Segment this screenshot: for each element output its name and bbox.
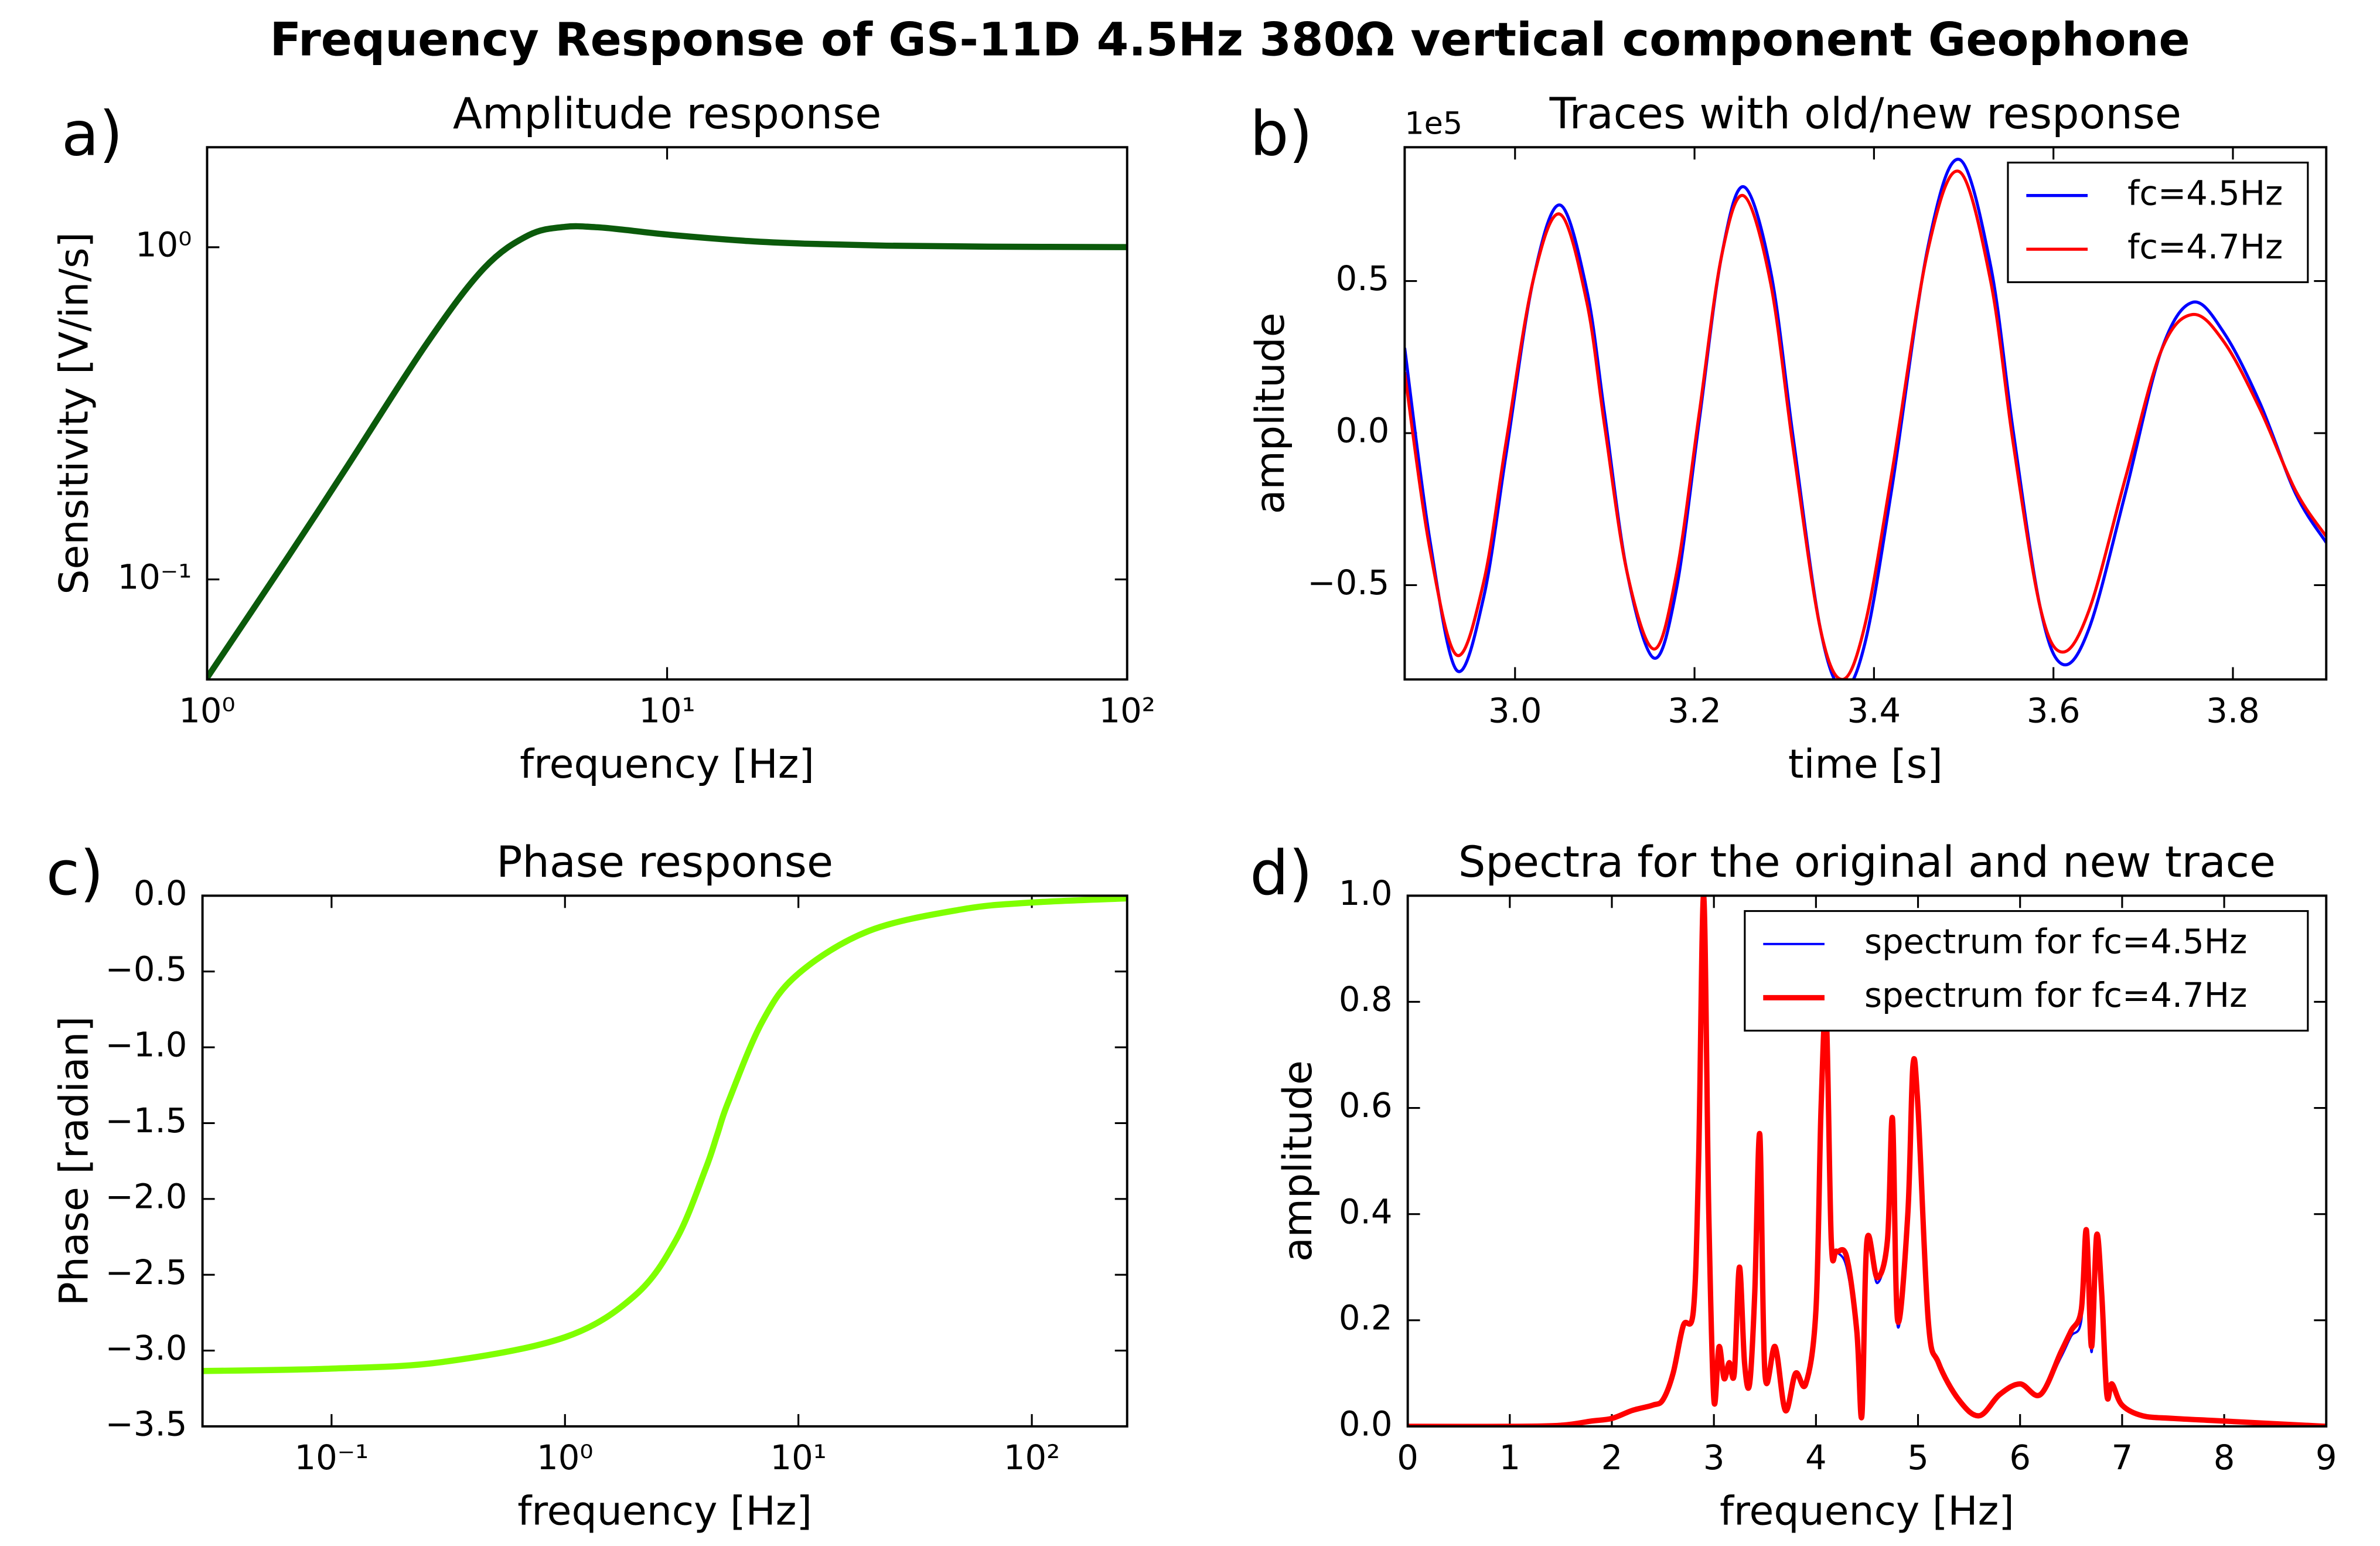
chart-title: Traces with old/new response: [1549, 89, 2181, 139]
x-axis-label: frequency [Hz]: [1720, 1489, 2014, 1535]
axes-frame: [201, 894, 1128, 1428]
y-tick-label: 0.5: [1336, 259, 1390, 298]
data-line: [202, 895, 1127, 1374]
chart-title: Amplitude response: [453, 89, 882, 139]
x-tick-label: 10⁰: [537, 1438, 593, 1477]
x-tick-label: 5: [1907, 1438, 1929, 1477]
y-axis-label: amplitude: [1247, 312, 1294, 514]
axes-frame: [1406, 894, 2328, 1428]
y-tick-label: −2.5: [105, 1253, 187, 1292]
x-tick-label: 3.8: [2206, 692, 2260, 731]
legend-box: [1744, 910, 2309, 1032]
x-tick-label: 1: [1499, 1438, 1520, 1477]
legend-label: fc=4.5Hz: [2127, 173, 2283, 213]
legend-label: spectrum for fc=4.7Hz: [1864, 976, 2247, 1015]
legend-label: spectrum for fc=4.5Hz: [1864, 922, 2247, 961]
x-tick-label: 7: [2112, 1438, 2133, 1477]
offset-label: 1e5: [1404, 106, 1462, 142]
x-tick-label: 10⁰: [179, 692, 235, 731]
x-tick-label: 10⁻¹: [295, 1438, 369, 1477]
x-tick-label: 4: [1805, 1438, 1827, 1477]
x-tick-label: 3: [1703, 1438, 1725, 1477]
x-tick-label: 8: [2214, 1438, 2235, 1477]
y-tick-label: 0.0: [1339, 1404, 1393, 1443]
y-tick-label: −1.5: [105, 1101, 187, 1140]
x-axis-label: frequency [Hz]: [520, 741, 814, 788]
x-tick-label: 3.2: [1668, 692, 1721, 731]
y-tick-label: 10⁰: [135, 226, 192, 265]
y-axis-label: amplitude: [1275, 1060, 1321, 1262]
x-tick-label: 3.6: [2027, 692, 2081, 731]
axes-frame: [1403, 146, 2328, 681]
y-tick-label: −0.5: [105, 949, 187, 989]
panel-label: b): [1250, 98, 1312, 169]
legend-label: fc=4.7Hz: [2127, 227, 2283, 267]
x-tick-label: 3.4: [1847, 692, 1901, 731]
y-tick-label: −3.0: [105, 1329, 187, 1368]
y-tick-label: 0.0: [1336, 411, 1390, 451]
chart-title: Spectra for the original and new trace: [1458, 837, 2276, 887]
y-tick-label: −2.0: [105, 1177, 187, 1216]
panel-label: c): [46, 837, 104, 909]
axes-frame: [206, 146, 1128, 681]
y-tick-label: 0.6: [1339, 1086, 1393, 1125]
panel-label: d): [1250, 837, 1312, 909]
y-axis-label: Sensitivity [V/in/s]: [52, 232, 98, 595]
legend-box: [2007, 161, 2309, 284]
y-tick-label: −1.0: [105, 1026, 187, 1065]
panel-label: a): [62, 98, 123, 169]
y-tick-label: −3.5: [105, 1404, 187, 1443]
y-tick-label: 0.2: [1339, 1298, 1393, 1337]
x-tick-label: 6: [2009, 1438, 2031, 1477]
y-tick-label: −0.5: [1307, 563, 1389, 602]
x-tick-label: 10²: [1004, 1438, 1060, 1477]
x-axis-label: time [s]: [1788, 741, 1943, 788]
y-tick-label: 1.0: [1339, 874, 1393, 913]
x-tick-label: 3.0: [1488, 692, 1542, 731]
y-axis-label: Phase [radian]: [52, 1016, 98, 1306]
x-tick-label: 10¹: [639, 692, 695, 731]
y-tick-label: 0.4: [1339, 1192, 1393, 1231]
x-tick-label: 10²: [1099, 692, 1155, 731]
y-tick-label: 10⁻¹: [118, 557, 192, 597]
x-tick-label: 2: [1601, 1438, 1623, 1477]
chart-title: Phase response: [496, 837, 833, 887]
figure-title: Frequency Response of GS-11D 4.5Hz 380Ω …: [270, 13, 2190, 67]
x-tick-label: 9: [2316, 1438, 2337, 1477]
x-tick-label: 0: [1397, 1438, 1419, 1477]
y-tick-label: 0.8: [1339, 980, 1393, 1019]
y-tick-label: 0.0: [134, 874, 187, 913]
x-axis-label: frequency [Hz]: [517, 1489, 812, 1535]
data-line: [207, 223, 1127, 680]
x-tick-label: 10¹: [770, 1438, 826, 1477]
data-line: [1404, 169, 2327, 680]
